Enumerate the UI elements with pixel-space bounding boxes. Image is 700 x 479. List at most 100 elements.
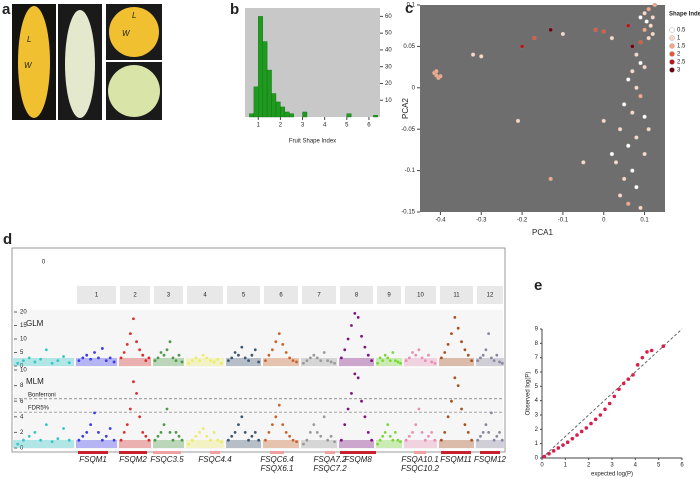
snp	[156, 434, 160, 438]
snp	[453, 376, 457, 380]
baseline-band	[153, 440, 184, 448]
snp	[243, 356, 247, 360]
snp	[470, 438, 474, 442]
snp	[233, 431, 237, 434]
snp	[194, 434, 198, 438]
snp	[281, 343, 285, 346]
snp	[216, 357, 220, 361]
point	[612, 394, 617, 399]
snp	[62, 427, 65, 430]
snp	[22, 438, 25, 442]
snp	[343, 348, 347, 352]
baseline-band	[226, 440, 261, 448]
snp	[489, 411, 493, 415]
snp	[144, 434, 148, 438]
snp	[399, 361, 402, 365]
snp	[291, 438, 295, 442]
chromosome-label: 0	[42, 260, 46, 266]
baseline-band	[263, 358, 299, 366]
chromosome-label: 5	[242, 293, 246, 299]
y-tick-label: 6	[20, 399, 24, 405]
snp	[165, 348, 169, 352]
y-tick-label: 0	[20, 446, 24, 452]
point	[649, 348, 654, 353]
point	[630, 168, 635, 173]
y-tick-label: 2	[535, 427, 539, 433]
snp	[456, 326, 460, 330]
snp	[253, 348, 257, 352]
baseline-band	[404, 440, 437, 448]
snp	[463, 348, 467, 352]
y-tick-label: -0.1	[405, 168, 416, 174]
chromosome-header	[405, 286, 436, 304]
snp	[171, 356, 175, 360]
snp	[495, 434, 499, 438]
point	[589, 421, 593, 426]
legend-label: 3	[677, 68, 681, 74]
snp	[187, 442, 191, 446]
qtl-bar	[480, 451, 500, 454]
snp	[487, 332, 491, 335]
point	[434, 69, 439, 74]
snp	[319, 434, 323, 438]
qtl-label: FSQM8	[344, 455, 372, 464]
snp	[247, 438, 250, 442]
snp	[481, 431, 485, 434]
snp	[219, 440, 223, 444]
snp	[295, 440, 298, 444]
snp	[393, 359, 397, 362]
snp	[288, 434, 292, 438]
snp	[135, 340, 138, 344]
snp	[376, 361, 379, 365]
snp	[411, 351, 414, 354]
snp	[284, 351, 288, 354]
snp	[339, 438, 343, 442]
point	[645, 350, 649, 354]
snp	[414, 353, 418, 357]
point	[626, 143, 631, 148]
panel-name: GLM	[26, 319, 44, 328]
snp	[50, 361, 54, 365]
snp	[456, 384, 460, 387]
snp	[484, 348, 488, 352]
snp	[250, 434, 254, 438]
snp	[67, 361, 71, 365]
point	[646, 127, 651, 132]
snp	[81, 434, 85, 438]
snp	[257, 438, 261, 442]
snp	[174, 431, 178, 434]
point	[630, 69, 635, 74]
snp	[427, 353, 430, 357]
snp	[366, 431, 370, 434]
photos: L W L W	[12, 4, 162, 120]
point	[560, 31, 566, 37]
snp	[302, 361, 305, 365]
x-tick-label: 1	[564, 463, 568, 469]
snp	[162, 423, 166, 426]
snp	[171, 438, 175, 442]
baseline-band	[13, 440, 74, 448]
qtl-bar	[119, 451, 147, 454]
point	[622, 102, 627, 107]
chromosome-label: 11	[453, 293, 460, 299]
bar	[373, 115, 378, 118]
qtl-bar	[340, 451, 376, 454]
y-tick-label: 60	[385, 14, 392, 20]
snp	[295, 360, 298, 364]
snp	[141, 353, 145, 357]
bar	[262, 41, 268, 118]
snp	[85, 431, 89, 434]
y-tick-label: 0	[20, 364, 24, 370]
x-tick-label: 3	[301, 123, 305, 129]
snp	[147, 356, 151, 360]
baseline-band	[339, 358, 374, 366]
snp	[50, 440, 54, 444]
snp	[498, 360, 501, 364]
point	[515, 118, 521, 124]
point	[634, 85, 639, 90]
baseline-band	[119, 440, 151, 448]
point	[630, 44, 635, 49]
qtl-label: FSQC6.4	[260, 455, 294, 464]
qtl-bar	[270, 451, 284, 454]
y-tick-label: 8	[535, 341, 539, 347]
